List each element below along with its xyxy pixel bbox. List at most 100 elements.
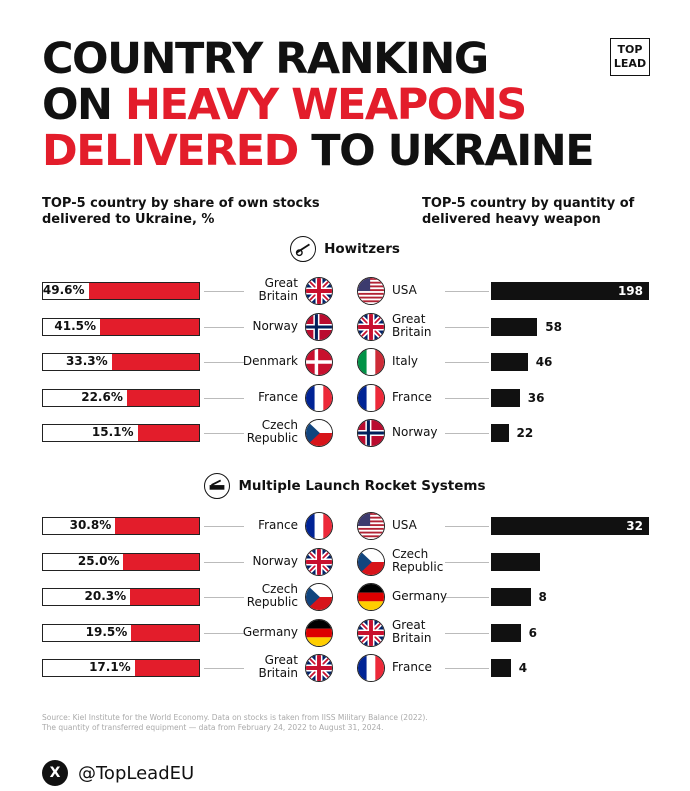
share-value-label: 20.3% <box>84 589 127 603</box>
chart-row: 17.1% Great Britain France 4 <box>0 650 690 686</box>
share-value-label: 25.0% <box>77 553 120 568</box>
uk-flag-icon <box>305 547 333 576</box>
share-value-label: 15.1% <box>91 425 134 439</box>
source-line-1: Source: Kiel Institute for the World Eco… <box>42 713 428 722</box>
quantity-bar <box>491 517 649 535</box>
share-bar-fill <box>131 624 199 641</box>
share-bar: 15.1% <box>42 424 200 442</box>
share-bar: 49.6% <box>42 282 200 300</box>
x-logo-icon: X <box>42 760 68 786</box>
section-header-inner: Howitzers <box>290 236 400 262</box>
left-country-label: Czech Republic <box>246 582 298 609</box>
title-line-2: ON HEAVY WEAPONS <box>42 82 593 128</box>
right-country-label: France <box>392 660 432 674</box>
right-subheading: TOP-5 country by quantity of delivered h… <box>422 196 635 227</box>
share-bar-fill <box>100 318 199 335</box>
france-flag-icon <box>357 383 385 412</box>
quantity-value-label: 32 <box>626 519 643 533</box>
chart-row: 49.6% Great Britain USA 198 <box>0 273 690 309</box>
share-value-label: 49.6% <box>42 283 85 297</box>
connector-line <box>204 561 244 563</box>
norway-flag-icon <box>357 419 385 447</box>
czech-flag-icon <box>357 547 385 576</box>
rocket-launcher-icon <box>204 473 231 499</box>
left-subheading: TOP-5 country by share of own stocks del… <box>42 196 320 227</box>
title-line-2b: HEAVY WEAPONS <box>125 80 527 130</box>
right-country-label: Norway <box>392 425 438 439</box>
connector-line <box>445 433 489 434</box>
uk-flag-icon <box>357 618 385 647</box>
germany-flag-icon <box>357 583 385 611</box>
usa-flag-icon <box>357 277 385 305</box>
share-bar: 19.5% <box>42 623 200 642</box>
quantity-bar <box>491 282 649 300</box>
uk-flag-icon <box>305 277 333 305</box>
share-bar: 22.6% <box>42 388 200 407</box>
uk-flag-icon <box>357 312 385 341</box>
usa-flag-icon <box>357 512 385 540</box>
share-value-label: 41.5% <box>54 318 97 333</box>
left-country-label: France <box>258 389 298 404</box>
connector-line <box>204 326 244 328</box>
title-line-3b: TO UKRAINE <box>297 126 594 176</box>
connector-line <box>204 397 244 399</box>
connector-line <box>204 632 244 634</box>
connector-line <box>204 433 244 434</box>
norway-flag-icon <box>305 312 333 341</box>
chart-row: 41.5% Norway Great Britain 58 <box>0 309 690 345</box>
chart-row: 25.0% Norway Czech Republic <box>0 544 690 580</box>
denmark-flag-icon <box>305 348 333 376</box>
quantity-bar <box>491 353 528 371</box>
quantity-bar <box>491 659 511 677</box>
handle-text: @TopLeadEU <box>78 762 195 784</box>
germany-flag-icon <box>305 618 333 647</box>
quantity-bar <box>491 588 531 606</box>
quantity-value-label: 58 <box>545 319 562 334</box>
quantity-bar <box>491 388 520 407</box>
share-bar: 20.3% <box>42 588 200 606</box>
source-note: Source: Kiel Institute for the World Eco… <box>42 713 428 733</box>
connector-line <box>445 597 489 598</box>
connector-line <box>204 668 244 669</box>
quantity-value-label: 6 <box>528 625 537 640</box>
chart-row: 33.3% Denmark Italy 46 <box>0 344 690 380</box>
connector-line <box>445 561 489 563</box>
france-flag-icon <box>305 383 333 412</box>
share-bar: 30.8% <box>42 517 200 535</box>
logo-top: TOP <box>617 43 643 56</box>
title-line-3: DELIVERED TO UKRAINE <box>42 126 595 176</box>
share-bar-fill <box>111 354 199 370</box>
share-value-label: 33.3% <box>66 354 108 368</box>
quantity-value-label: 22 <box>516 426 534 440</box>
right-country-label: Great Britain <box>392 311 432 339</box>
share-bar-fill <box>130 589 199 605</box>
left-country-label: Czech Republic <box>246 418 298 445</box>
share-bar-fill <box>134 660 199 676</box>
share-value-label: 17.1% <box>89 660 131 674</box>
czech-flag-icon <box>305 583 333 611</box>
share-bar-fill <box>88 283 199 299</box>
logo-bottom: LEAD <box>613 57 647 70</box>
title-line-3a: DELIVERED <box>42 126 299 176</box>
chart-row: 22.6% France France 36 <box>0 380 690 416</box>
chart-row: 30.8% France USA 32 <box>0 508 690 544</box>
quantity-value-label: 198 <box>617 284 643 298</box>
right-country-label: USA <box>392 283 417 297</box>
share-bar: 41.5% <box>42 317 200 336</box>
section-title: Howitzers <box>324 241 400 257</box>
social-handle[interactable]: X @TopLeadEU <box>42 760 194 786</box>
connector-line <box>204 362 244 363</box>
share-value-label: 19.5% <box>85 624 128 639</box>
right-country-label: Germany <box>392 589 448 603</box>
connector-line <box>204 597 244 598</box>
left-country-label: France <box>258 518 298 532</box>
connector-line <box>445 632 489 634</box>
connector-line <box>204 291 244 292</box>
right-country-label: Czech Republic <box>392 546 444 574</box>
chart-row: 15.1% Czech Republic Norway 22 <box>0 415 690 451</box>
italy-flag-icon <box>357 348 385 376</box>
quantity-bar <box>491 317 538 336</box>
france-flag-icon <box>357 654 385 682</box>
right-country-label: Great Britain <box>392 617 432 645</box>
toplead-logo: TOP LEAD <box>610 38 650 76</box>
